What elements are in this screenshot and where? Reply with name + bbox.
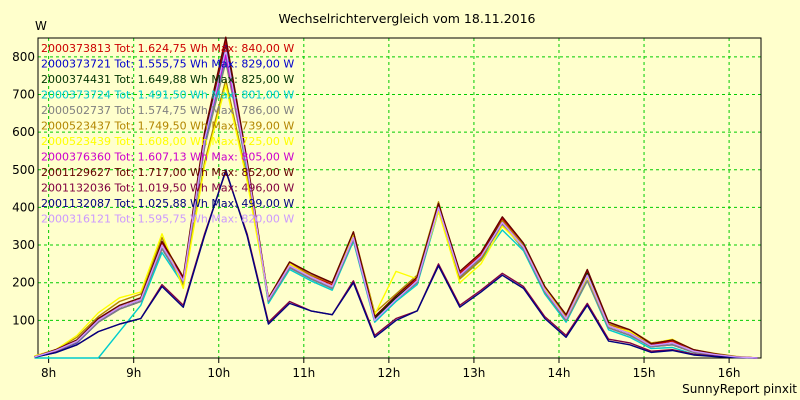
y-tick-label: 200 (12, 276, 35, 290)
legend-entry: 2000376360 Tot: 1.607,13 Wh Max: 805,00 … (41, 151, 294, 164)
legend-entry: 2000374431 Tot: 1.649,88 Wh Max: 825,00 … (41, 73, 294, 86)
series-line (34, 169, 758, 359)
y-tick-label: 100 (12, 313, 35, 327)
y-tick-label: 600 (12, 125, 35, 139)
x-tick-label: 11h (292, 366, 315, 380)
x-tick-label: 14h (548, 366, 571, 380)
x-tick-label: 9h (126, 366, 141, 380)
series-line (34, 36, 758, 359)
legend-entry: 2001132087 Tot: 1.025,88 Wh Max: 499,00 … (41, 197, 294, 210)
legend-entry: 2000373721 Tot: 1.555,75 Wh Max: 829,00 … (41, 58, 294, 71)
legend-entry: 2000373813 Tot: 1.624,75 Wh Max: 840,00 … (41, 42, 294, 55)
legend-entry: 2000502737 Tot: 1.574,75 Wh Max: 786,00 … (41, 104, 294, 117)
legend: 2000373813 Tot: 1.624,75 Wh Max: 840,00 … (41, 42, 294, 226)
x-tick-label: 10h (207, 366, 230, 380)
legend-entry: 2001132036 Tot: 1.019,50 Wh Max: 496,00 … (41, 182, 294, 195)
legend-entry: 2000316121 Tot: 1.595,75 Wh Max: 820,00 … (41, 213, 294, 226)
x-tick-label: 15h (633, 366, 656, 380)
y-tick-label: 700 (12, 87, 35, 101)
series-line (34, 84, 758, 359)
chart-title: Wechselrichtervergleich vom 18.11.2016 (278, 11, 535, 26)
legend-entry: 2001129627 Tot: 1.717,00 Wh Max: 852,00 … (41, 166, 294, 179)
legend-entry: 2000373724 Tot: 1.491,50 Wh Max: 801,00 … (41, 89, 294, 102)
legend-entry: 2000523437 Tot: 1.749,50 Wh Max: 739,00 … (41, 120, 294, 133)
x-tick-label: 8h (41, 366, 56, 380)
y-tick-label: 300 (12, 238, 35, 252)
x-tick-label: 16h (718, 366, 741, 380)
y-tick-label: 800 (12, 50, 35, 64)
x-axis: 8h 9h 10h 11h 12h 13h 14h 15h 16h (41, 358, 741, 380)
chart-credit: SunnyReport pinxit (682, 382, 797, 396)
series-lines (34, 36, 758, 359)
x-tick-label: 13h (462, 366, 485, 380)
plot-area-frame (37, 37, 762, 359)
y-tick-label: 500 (12, 163, 35, 177)
y-axis: 100 200 300 400 500 600 700 800 (12, 50, 35, 328)
series-line (34, 55, 758, 359)
series-line (34, 48, 758, 359)
y-tick-label: 400 (12, 200, 35, 214)
y-axis-unit: W (35, 19, 47, 33)
legend-entry: 2000523439 Tot: 1.608,00 Wh Max: 725,00 … (41, 135, 294, 148)
x-tick-label: 12h (377, 366, 400, 380)
